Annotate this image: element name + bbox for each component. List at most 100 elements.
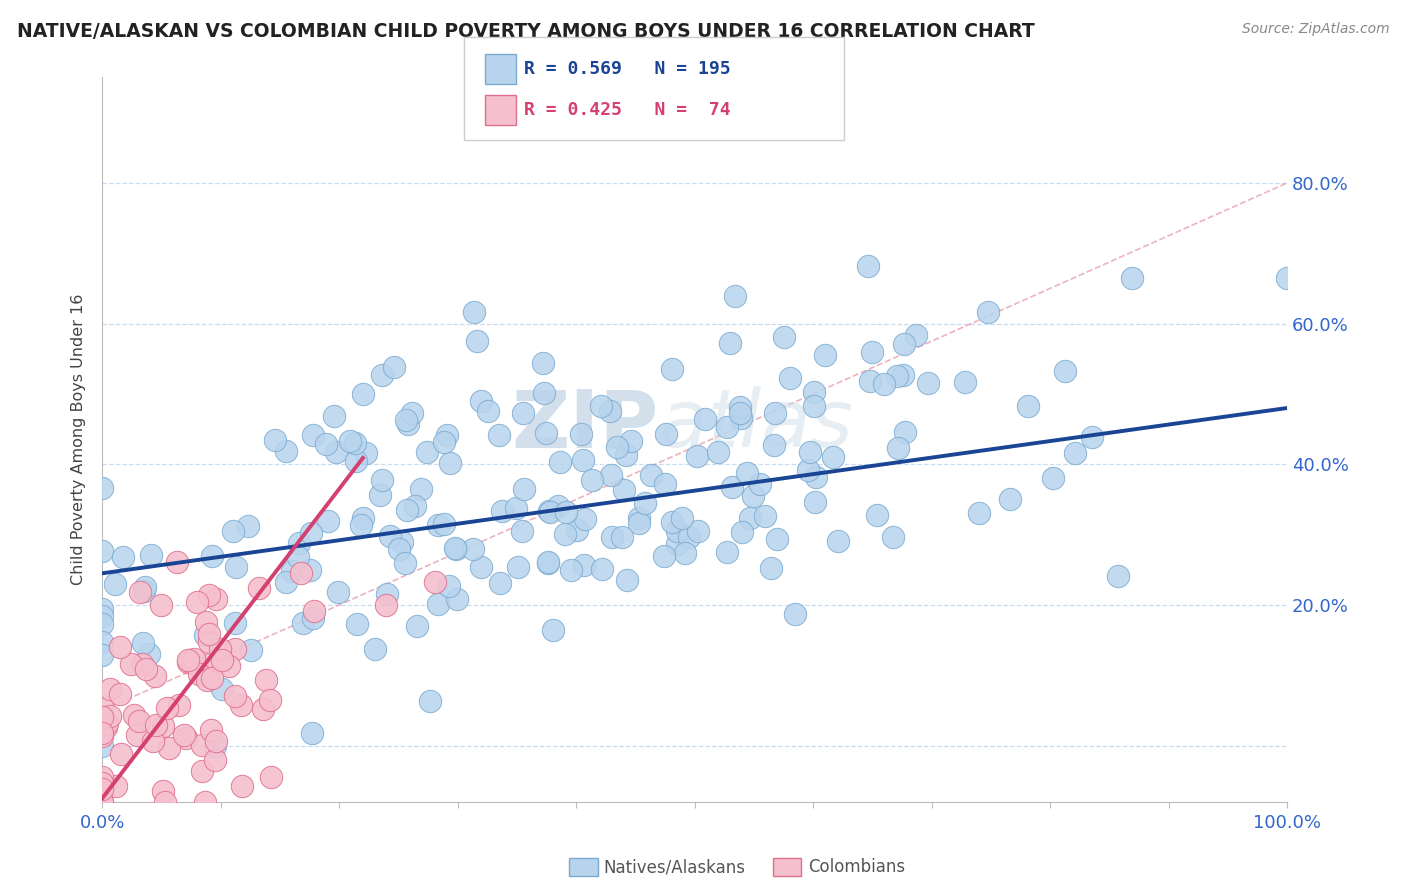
Point	[426, 597, 449, 611]
Point	[572, 558, 595, 573]
Point	[153, 795, 176, 809]
Point	[488, 427, 510, 442]
Point	[325, 445, 347, 459]
Point	[301, 725, 323, 739]
Point	[205, 734, 228, 748]
Point	[108, 687, 131, 701]
Point	[433, 434, 456, 449]
Point	[882, 530, 904, 544]
Point	[693, 412, 716, 426]
Point	[489, 575, 512, 590]
Point	[510, 524, 533, 538]
Point	[998, 492, 1021, 507]
Point	[204, 753, 226, 767]
Point	[860, 345, 883, 359]
Point	[364, 641, 387, 656]
Point	[259, 693, 281, 707]
Point	[665, 524, 688, 539]
Point	[375, 598, 398, 612]
Point	[91, 617, 114, 632]
Point	[591, 562, 613, 576]
Point	[716, 545, 738, 559]
Point	[111, 549, 134, 564]
Point	[686, 449, 709, 463]
Point	[537, 555, 560, 569]
Point	[380, 529, 402, 543]
Point	[276, 443, 298, 458]
Point	[91, 710, 114, 724]
Point	[108, 640, 131, 655]
Point	[173, 729, 195, 743]
Point	[91, 608, 114, 623]
Point	[891, 368, 914, 383]
Point	[633, 496, 655, 510]
Point	[444, 541, 467, 556]
Point	[470, 393, 492, 408]
Point	[731, 524, 754, 539]
Point	[654, 477, 676, 491]
Point	[201, 549, 224, 563]
Point	[569, 427, 592, 442]
Point	[1042, 471, 1064, 485]
Point	[614, 448, 637, 462]
Point	[508, 559, 530, 574]
Point	[110, 747, 132, 762]
Point	[350, 518, 373, 533]
Text: Natives/Alaskans: Natives/Alaskans	[603, 858, 745, 876]
Text: R = 0.425   N =  74: R = 0.425 N = 74	[524, 101, 731, 119]
Point	[134, 583, 156, 598]
Point	[446, 591, 468, 606]
Point	[730, 406, 752, 420]
Point	[260, 770, 283, 784]
Point	[174, 731, 197, 746]
Point	[401, 406, 423, 420]
Point	[673, 546, 696, 560]
Point	[145, 718, 167, 732]
Point	[759, 560, 782, 574]
Point	[315, 437, 337, 451]
Point	[1063, 446, 1085, 460]
Point	[91, 543, 114, 558]
Text: R = 0.569   N = 195: R = 0.569 N = 195	[524, 60, 731, 78]
Point	[224, 642, 246, 657]
Point	[231, 779, 253, 793]
Point	[375, 587, 398, 601]
Point	[322, 409, 344, 423]
Point	[396, 503, 419, 517]
Point	[198, 627, 221, 641]
Point	[139, 548, 162, 562]
Point	[827, 534, 849, 549]
Point	[91, 795, 114, 809]
Point	[281, 564, 304, 578]
Point	[394, 556, 416, 570]
Point	[91, 602, 114, 616]
Point	[763, 438, 786, 452]
Point	[599, 468, 621, 483]
Point	[396, 417, 419, 431]
Point	[444, 541, 467, 555]
Point	[91, 648, 114, 662]
Point	[218, 658, 240, 673]
Point	[470, 560, 492, 574]
Point	[104, 779, 127, 793]
Point	[391, 534, 413, 549]
Point	[356, 445, 378, 459]
Point	[200, 723, 222, 737]
Point	[804, 495, 827, 509]
Point	[463, 304, 485, 318]
Point	[1053, 364, 1076, 378]
Point	[728, 400, 751, 414]
Point	[191, 738, 214, 752]
Point	[724, 289, 747, 303]
Point	[439, 579, 461, 593]
Point	[730, 411, 752, 425]
Point	[419, 694, 441, 708]
Point	[591, 399, 613, 413]
Point	[134, 580, 156, 594]
Point	[176, 653, 198, 667]
Point	[803, 400, 825, 414]
Point	[195, 673, 218, 688]
Point	[135, 662, 157, 676]
Point	[128, 714, 150, 728]
Point	[742, 489, 765, 503]
